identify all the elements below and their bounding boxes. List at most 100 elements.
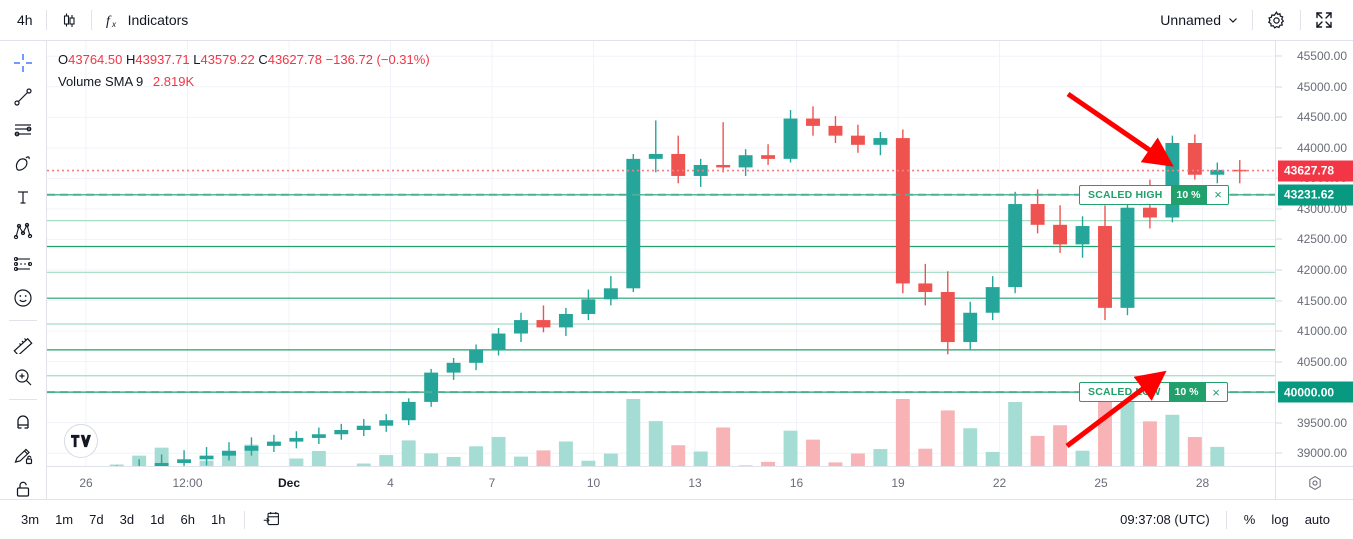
candle-body: [446, 362, 461, 373]
clock-label[interactable]: 09:37:08 (UTC): [1120, 512, 1210, 527]
time-axis[interactable]: 26 12:00 Dec 4 7 10 13 16 19 22 25 28: [47, 466, 1353, 499]
go-to-date-button[interactable]: [255, 505, 288, 535]
toolbar-divider-1: [45, 10, 47, 30]
last-price-badge[interactable]: 43627.78: [1278, 160, 1353, 182]
candle-body: [1098, 226, 1112, 308]
tool-divider-1: [9, 320, 37, 321]
candle-body: [289, 437, 304, 442]
range-button-3m[interactable]: 3m: [21, 512, 40, 527]
forecast-icon[interactable]: [4, 248, 42, 281]
magnet-icon[interactable]: [4, 406, 42, 439]
go-to-date-icon: [264, 511, 280, 525]
price-axis-label: 42500.00: [1296, 232, 1347, 247]
candle-body: [1165, 142, 1180, 218]
top-toolbar: 4h f: [0, 0, 1353, 41]
chart-style-button[interactable]: [51, 6, 87, 34]
price-axis-label: 40500.00: [1296, 354, 1347, 369]
candle-body: [1232, 169, 1247, 172]
time-axis-label: Dec: [277, 476, 301, 490]
scaled-low-widget[interactable]: SCALED LOW 10 % ×: [1079, 382, 1228, 403]
candle-body: [177, 459, 192, 463]
bottom-toolbar: 3m 1m 7d 3d 1d 6h 1h 09:37:08 (UTC) % log auto: [0, 499, 1353, 539]
range-button-1h[interactable]: 1h: [211, 512, 226, 527]
range-button-1d[interactable]: 1d: [150, 512, 165, 527]
axis-settings-button[interactable]: [1275, 466, 1353, 499]
chart-pane[interactable]: O43764.50 H43937.71 L43579.22 C43627.78 …: [47, 41, 1275, 499]
candle-body: [199, 455, 214, 460]
toolbar-divider-4: [1300, 10, 1301, 30]
range-button-7d[interactable]: 7d: [89, 512, 104, 527]
scaled-high-close-icon[interactable]: ×: [1206, 185, 1228, 204]
tradingview-logo: [64, 424, 98, 458]
scaled-low-badge[interactable]: 40000.00: [1278, 381, 1353, 403]
price-axis-label: 42000.00: [1296, 263, 1347, 277]
scaled-low-title: SCALED LOW: [1088, 386, 1161, 399]
range-button-1m[interactable]: 1m: [55, 512, 74, 527]
candle-body: [828, 125, 843, 136]
candle-body: [154, 462, 169, 468]
pencil-lock-icon[interactable]: [4, 439, 42, 472]
time-axis-label: 25: [1094, 476, 1108, 490]
candle-body: [1008, 204, 1023, 288]
candle-body: [558, 313, 573, 328]
scaled-low-percent[interactable]: 10 %: [1168, 383, 1205, 402]
fullscreen-icon: [1314, 10, 1334, 30]
price-axis-tick: [1276, 86, 1282, 88]
fx-icon: f x: [105, 12, 122, 29]
fullscreen-button[interactable]: [1305, 6, 1343, 34]
price-axis-tick: [1276, 269, 1282, 271]
candle-body: [671, 153, 686, 176]
candle-body: [356, 425, 371, 430]
indicators-button[interactable]: f x Indicators: [96, 6, 198, 34]
candle-body: [873, 138, 888, 145]
brush-icon[interactable]: [4, 148, 42, 181]
candle-body: [244, 445, 259, 451]
patterns-icon[interactable]: [4, 215, 42, 248]
price-axis-label: 45500.00: [1296, 49, 1347, 64]
candle-body: [940, 291, 955, 343]
settings-button[interactable]: [1257, 6, 1296, 34]
range-button-3d[interactable]: 3d: [119, 512, 135, 527]
candle-body: [514, 320, 528, 334]
scaled-high-badge[interactable]: 43231.62: [1278, 184, 1353, 206]
candle-body: [918, 283, 933, 292]
emoji-icon[interactable]: [4, 282, 42, 315]
candle-body: [222, 450, 236, 456]
bottom-divider-1: [244, 510, 246, 529]
text-icon[interactable]: [4, 181, 42, 214]
candle-body: [581, 299, 596, 314]
price-axis-tick: [1276, 300, 1282, 302]
candle-body: [401, 401, 416, 421]
candle-body: [311, 434, 326, 438]
price-axis-label: 39000.00: [1296, 446, 1347, 461]
price-axis-label: 39500.00: [1296, 415, 1347, 430]
percent-scale-button[interactable]: %: [1243, 512, 1256, 527]
layout-name-label: Unnamed: [1160, 12, 1221, 28]
price-axis-label: 43000.00: [1296, 201, 1347, 216]
range-button-6h[interactable]: 6h: [180, 512, 195, 527]
log-scale-button[interactable]: log: [1271, 512, 1289, 527]
scaled-high-percent[interactable]: 10 %: [1170, 185, 1207, 204]
price-axis-label: 45000.00: [1296, 79, 1347, 94]
auto-scale-button[interactable]: auto: [1304, 512, 1330, 527]
interval-button[interactable]: 4h: [8, 6, 42, 34]
price-axis[interactable]: 45500.0045000.0044500.0044000.0043500.00…: [1275, 41, 1353, 499]
candle-body: [693, 164, 708, 176]
horizontal-lines-icon[interactable]: [4, 114, 42, 147]
candle-body: [1030, 204, 1045, 225]
measure-icon[interactable]: [4, 327, 42, 360]
lock-icon[interactable]: [4, 473, 42, 506]
price-axis-tick: [1276, 147, 1282, 149]
scaled-low-close-icon[interactable]: ×: [1204, 383, 1227, 402]
crosshair-icon[interactable]: [4, 47, 42, 80]
layout-name-button[interactable]: Unnamed: [1151, 6, 1248, 34]
scaled-high-widget[interactable]: SCALED HIGH 10 % ×: [1079, 184, 1230, 205]
candle-body: [626, 158, 641, 289]
price-axis-tick: [1276, 422, 1282, 424]
trend-line-icon[interactable]: [4, 81, 42, 114]
candle-body: [469, 349, 484, 363]
candle-body: [761, 155, 776, 159]
zoom-in-icon[interactable]: [4, 360, 42, 393]
price-axis-tick: [1276, 330, 1282, 332]
